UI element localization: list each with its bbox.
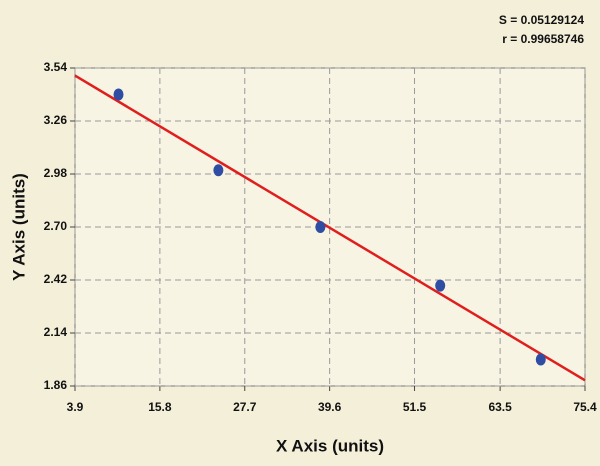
y-tick-label: 2.14 (44, 325, 68, 339)
x-tick-label: 39.6 (318, 400, 342, 414)
y-axis-title: Y Axis (units) (9, 173, 28, 281)
y-tick-label: 3.26 (44, 113, 68, 127)
x-tick-label: 51.5 (403, 400, 427, 414)
data-point (213, 164, 224, 177)
y-tick-label: 2.70 (44, 219, 68, 233)
x-tick-label: 63.5 (488, 400, 512, 414)
y-tick-label: 2.98 (44, 166, 68, 180)
annotation: r = 0.99658746 (502, 32, 584, 46)
data-point (535, 353, 546, 366)
data-point (315, 221, 326, 233)
x-axis-title: X Axis (units) (276, 436, 384, 455)
y-tick-label: 3.54 (44, 60, 68, 74)
annotation: S = 0.05129124 (499, 13, 584, 27)
x-tick-label: 27.7 (233, 400, 257, 414)
x-tick-label: 15.8 (148, 400, 172, 414)
y-tick-label: 2.42 (44, 272, 68, 286)
x-tick-label: 75.4 (573, 400, 597, 414)
x-tick-label: 3.9 (67, 400, 84, 414)
data-point (113, 88, 124, 101)
fit-line (74, 74, 586, 382)
y-tick-label: 1.86 (44, 378, 68, 392)
data-point (435, 279, 446, 292)
